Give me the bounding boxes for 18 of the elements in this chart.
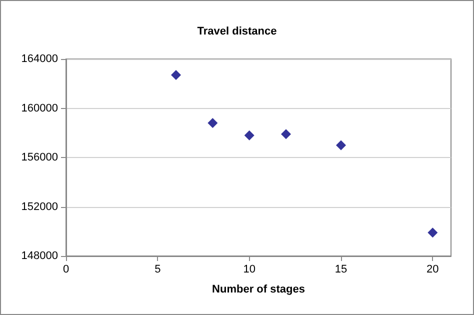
y-tick-label: 148000	[21, 250, 58, 262]
y-tick-label: 156000	[21, 152, 58, 164]
point	[208, 118, 218, 128]
x-axis-title: Number of stages	[212, 284, 305, 296]
point	[336, 140, 346, 150]
x-tick-label: 15	[334, 264, 348, 276]
y-tick-label: 160000	[21, 102, 58, 114]
y-tick-label: 152000	[21, 200, 58, 213]
x-tick-label: 10	[243, 264, 256, 276]
point	[244, 130, 254, 140]
chart-title: Travel distance	[197, 26, 277, 38]
point	[428, 228, 438, 238]
x-tick-label: 5	[154, 264, 161, 276]
x-tick-label: 0	[62, 264, 70, 276]
point	[171, 70, 181, 80]
point	[281, 129, 291, 140]
y-tick-label: 164000	[21, 53, 58, 65]
x-tick-label: 20	[426, 264, 439, 276]
